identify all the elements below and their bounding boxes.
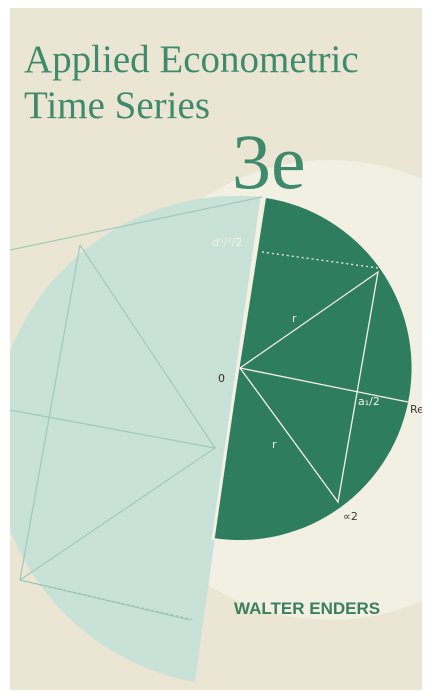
diagram-label: a₁/2 [358, 395, 380, 408]
author: WALTER ENDERS [234, 599, 380, 618]
diagram-label: Re [410, 403, 424, 416]
diagram-label: 0 [218, 372, 225, 385]
diagram-label: ∝1 [384, 267, 399, 280]
book-cover: Applied Econometric Time Series 3e dʰ/²/… [0, 0, 432, 697]
diagram-label: dʰ/²/2 [212, 236, 242, 249]
diagram-label: ∝2 [343, 510, 358, 523]
title-line: Applied Econometric [24, 38, 359, 81]
diagram-label: r [272, 438, 277, 451]
edition: 3e [232, 118, 306, 205]
title-line: Time Series [24, 84, 210, 127]
diagram-label: r [292, 312, 297, 325]
